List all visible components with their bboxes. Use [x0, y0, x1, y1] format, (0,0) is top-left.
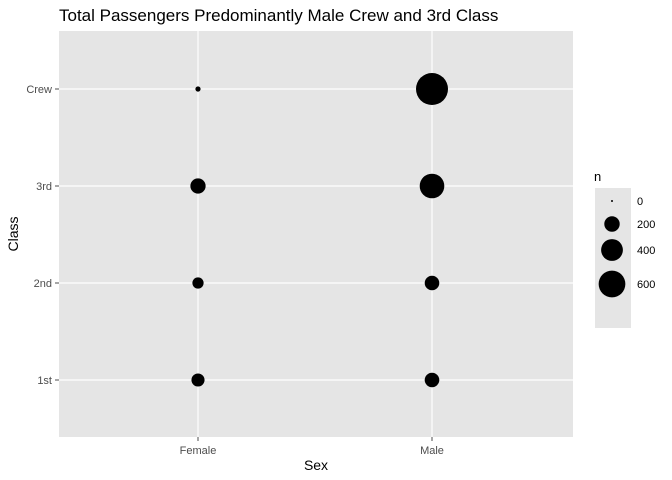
y-tick-label: 2nd: [34, 278, 52, 290]
point-male-crew: [416, 73, 448, 105]
point-male-2nd: [424, 275, 440, 291]
legend-key-200: [604, 216, 620, 232]
legend-label-0: 0: [637, 196, 643, 208]
y-tick-label: Crew: [26, 84, 52, 96]
legend-label-400: 400: [637, 245, 655, 257]
y-tick-label: 3rd: [36, 181, 52, 193]
x-axis-ticks: Female Male: [180, 437, 444, 457]
legend: n 0 200 400 600: [594, 169, 655, 328]
chart-title: Total Passengers Predominantly Male Crew…: [59, 6, 498, 25]
data-points: [190, 73, 448, 388]
legend-key-0: [611, 200, 613, 202]
y-axis-title: Class: [5, 216, 21, 251]
y-tick-label: 1st: [37, 375, 52, 387]
x-tick-label: Male: [420, 445, 444, 457]
legend-key-400: [601, 239, 623, 261]
legend-label-600: 600: [637, 279, 655, 291]
x-tick-label: Female: [180, 445, 217, 457]
plot-panel: [59, 31, 573, 437]
legend-title: n: [594, 169, 601, 184]
point-female-2nd: [192, 277, 204, 289]
legend-label-200: 200: [637, 219, 655, 231]
point-male-3rd: [419, 173, 445, 199]
point-female-1st: [191, 373, 205, 387]
point-female-3rd: [190, 178, 206, 194]
y-axis-ticks: 1st 2nd 3rd Crew: [26, 84, 59, 387]
point-male-1st: [424, 372, 440, 388]
x-axis-title: Sex: [304, 457, 328, 473]
point-female-crew: [195, 86, 201, 92]
legend-entries: 0 200 400 600: [598, 196, 655, 298]
legend-key-600: [598, 270, 626, 298]
